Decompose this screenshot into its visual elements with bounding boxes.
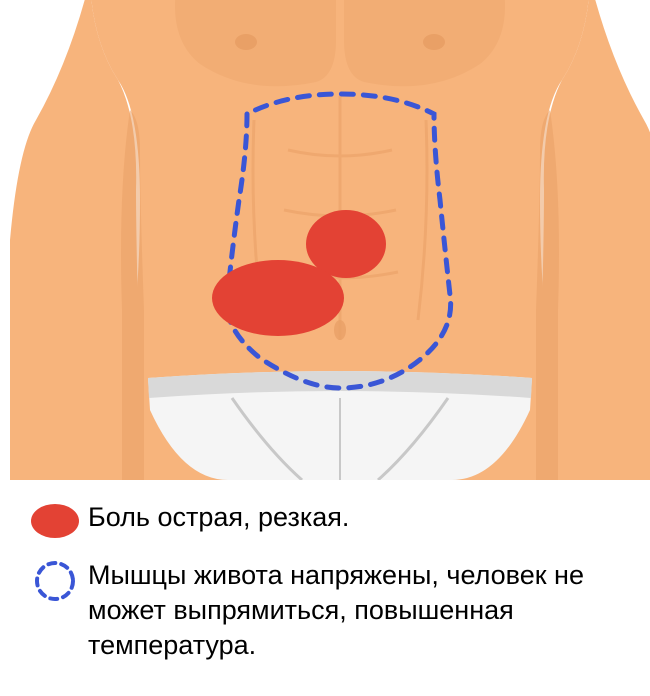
legend-text-pain: Боль острая, резкая. [80, 500, 620, 535]
abdomen-diagram [0, 0, 650, 480]
nipple-right [423, 34, 445, 50]
navel [334, 320, 346, 340]
legend-text-tension: Мышцы живота напряжены, человек не может… [80, 558, 620, 663]
legend-marker-pain [30, 500, 80, 540]
pain-spot-lower [212, 260, 344, 336]
legend-marker-tension [30, 558, 80, 602]
nipple-left [235, 34, 257, 50]
dashed-circle-icon [37, 563, 73, 599]
torso-svg [0, 0, 650, 480]
legend: Боль острая, резкая. Мышцы живота напряж… [0, 480, 650, 663]
legend-item-tension: Мышцы живота напряжены, человек не может… [30, 558, 620, 663]
solid-ellipse-icon [31, 504, 79, 538]
legend-item-pain: Боль острая, резкая. [30, 500, 620, 540]
